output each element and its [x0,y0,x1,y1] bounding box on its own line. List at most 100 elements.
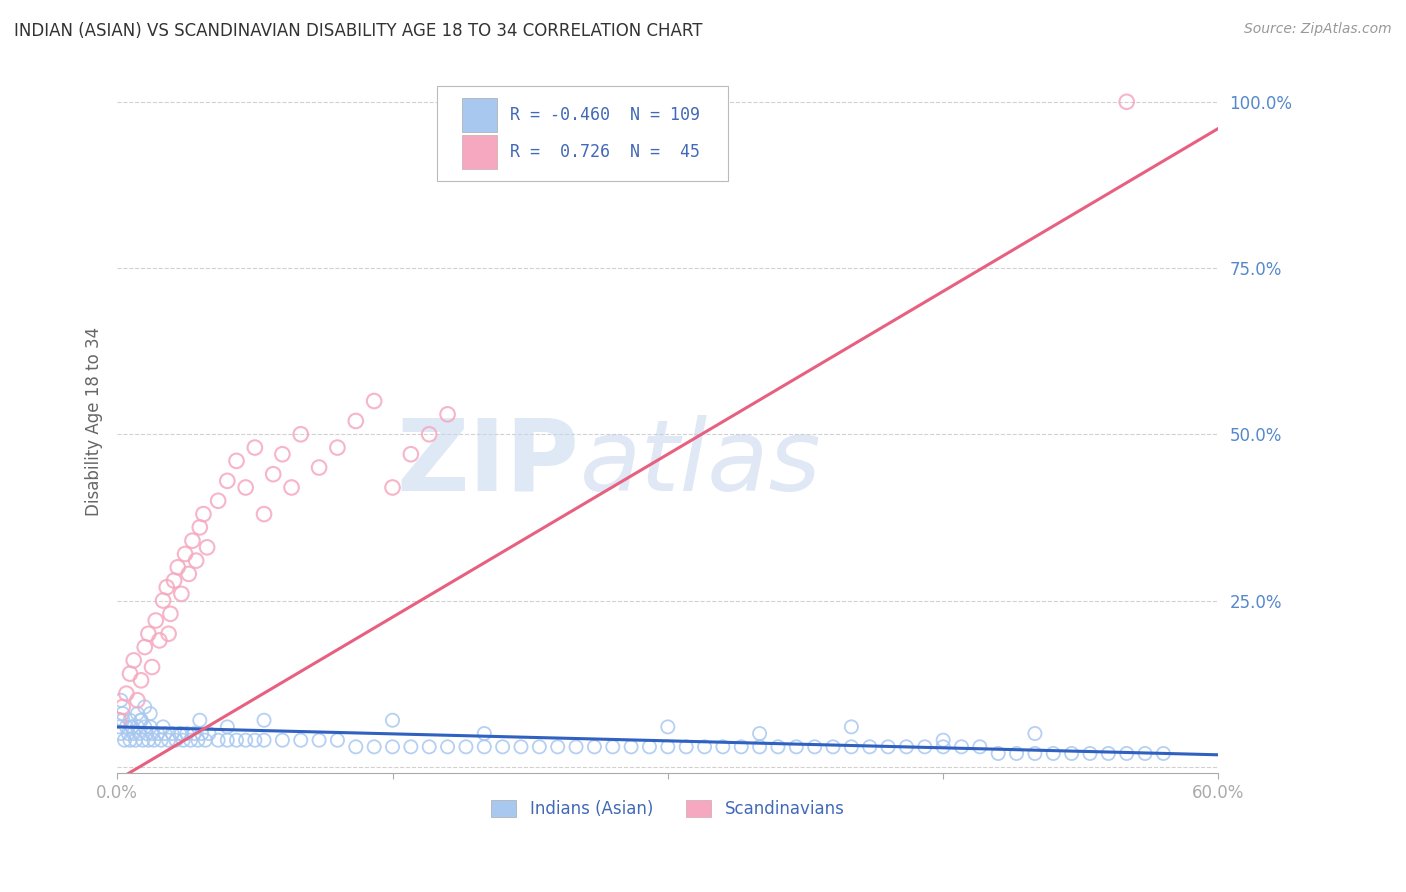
Point [454,739,477,754]
Point [280,480,302,494]
Point [290,733,312,747]
Point [418,739,440,754]
Point [243,441,266,455]
Point [146,726,169,740]
Point [472,739,495,754]
Point [183,726,205,740]
Point [181,533,204,548]
Point [987,747,1010,761]
Point [180,733,202,747]
Point [129,713,152,727]
Point [1060,747,1083,761]
Point [176,726,198,740]
Point [363,394,385,409]
Point [172,733,194,747]
Point [1133,747,1156,761]
Point [1042,747,1064,761]
Point [859,739,882,754]
Point [122,726,145,740]
Point [711,739,734,754]
Text: INDIAN (ASIAN) VS SCANDINAVIAN DISABILITY AGE 18 TO 34 CORRELATION CHART: INDIAN (ASIAN) VS SCANDINAVIAN DISABILIT… [14,22,703,40]
Point [148,633,170,648]
Point [118,733,141,747]
Point [363,739,385,754]
Point [111,700,134,714]
Point [141,660,163,674]
Point [399,739,422,754]
Point [1005,747,1028,761]
Point [785,739,807,754]
Point [271,447,294,461]
Point [121,720,143,734]
Text: ZIP: ZIP [396,415,579,512]
Point [163,574,186,588]
FancyBboxPatch shape [436,87,728,181]
Point [110,726,132,740]
Point [841,739,863,754]
Point [1097,747,1119,761]
Point [110,693,132,707]
Point [124,733,146,747]
Point [436,407,458,421]
Point [748,726,770,740]
Point [108,720,131,734]
Point [620,739,643,754]
Point [529,739,551,754]
Point [1078,747,1101,761]
Point [969,739,991,754]
Point [207,733,229,747]
Point [235,480,257,494]
Point [399,447,422,461]
Point [896,739,918,754]
Point [491,739,513,754]
Point [730,739,752,754]
Point [187,733,209,747]
Point [932,739,955,754]
Point [159,607,181,621]
Point [166,560,188,574]
Bar [463,98,498,132]
Point [262,467,284,482]
Point [207,493,229,508]
Point [170,726,193,740]
Text: Source: ZipAtlas.com: Source: ZipAtlas.com [1244,22,1392,37]
Point [195,541,218,555]
Point [184,554,207,568]
Point [152,593,174,607]
Point [253,713,276,727]
Point [138,733,160,747]
Point [134,640,156,654]
Point [547,739,569,754]
Point [1115,747,1137,761]
Point [150,733,173,747]
Point [436,739,458,754]
Point [217,733,239,747]
Point [198,726,221,740]
Point [118,666,141,681]
Point [190,726,212,740]
Point [162,726,184,740]
Point [326,733,349,747]
Point [932,733,955,747]
Legend: Indians (Asian), Scandinavians: Indians (Asian), Scandinavians [485,794,851,825]
Point [121,720,143,734]
Point [122,653,145,667]
Point [132,733,155,747]
Point [253,507,276,521]
Point [153,726,176,740]
Point [114,733,136,747]
Point [135,726,157,740]
Point [381,480,404,494]
Point [138,627,160,641]
Point [766,739,789,754]
Point [225,454,247,468]
Point [117,726,139,740]
Point [748,739,770,754]
Point [602,739,624,754]
Point [169,726,191,740]
Point [326,441,349,455]
Point [675,739,697,754]
Point [821,739,844,754]
Text: R = -0.460  N = 109: R = -0.460 N = 109 [510,106,700,124]
Point [583,739,606,754]
